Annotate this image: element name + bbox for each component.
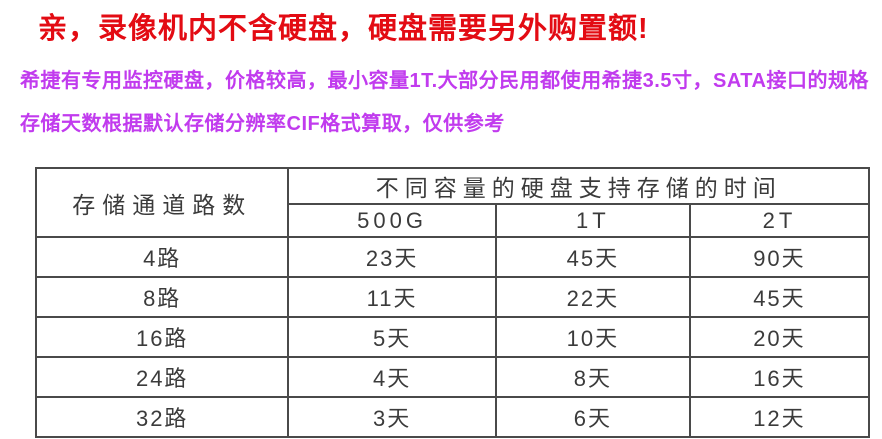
days-cell: 23天 bbox=[287, 236, 497, 278]
product-notice-page: 亲，录像机内不含硬盘，硬盘需要另外购置额! 希捷有专用监控硬盘，价格较高，最小容… bbox=[0, 10, 882, 439]
notes-block: 希捷有专用监控硬盘，价格较高，最小容量1T.大部分民用都使用希捷3.5寸，SAT… bbox=[20, 60, 882, 146]
days-cell: 3天 bbox=[287, 396, 497, 438]
days-cell: 5天 bbox=[287, 316, 497, 358]
days-cell: 4天 bbox=[287, 356, 497, 398]
channel-cell: 16路 bbox=[34, 316, 290, 358]
days-cell: 45天 bbox=[688, 276, 871, 318]
capacity-column-2t: 2T bbox=[688, 203, 871, 238]
days-cell: 6天 bbox=[494, 396, 691, 438]
days-cell: 45天 bbox=[494, 236, 691, 278]
days-cell: 8天 bbox=[494, 356, 691, 398]
days-cell: 12天 bbox=[688, 396, 871, 438]
channel-count-header-cell: 存储通道路数 bbox=[34, 167, 290, 238]
table-header-row-capacities: 500G 1T 2T bbox=[36, 203, 871, 238]
channel-cell: 32路 bbox=[34, 396, 290, 438]
page-title: 亲，录像机内不含硬盘，硬盘需要另外购置额! bbox=[38, 13, 649, 45]
channel-cell: 24路 bbox=[34, 356, 290, 398]
days-cell: 20天 bbox=[688, 316, 871, 358]
storage-duration-table: 存储通道路数 不同容量的硬盘支持存储的时间 500G 1T 2T 4路 23天 … bbox=[34, 167, 871, 438]
capacity-title-header-cell: 不同容量的硬盘支持存储的时间 bbox=[287, 167, 870, 205]
table-row: 16路 5天 10天 20天 bbox=[34, 316, 871, 358]
table-row: 24路 4天 8天 16天 bbox=[34, 356, 871, 398]
channel-cell: 8路 bbox=[34, 276, 290, 318]
note-line-seagate: 希捷有专用监控硬盘，价格较高，最小容量1T.大部分民用都使用希捷3.5寸，SAT… bbox=[20, 70, 869, 92]
table-row: 32路 3天 6天 12天 bbox=[34, 396, 871, 438]
channel-cell: 4路 bbox=[34, 236, 290, 278]
days-cell: 10天 bbox=[494, 316, 691, 358]
days-cell: 90天 bbox=[688, 236, 871, 278]
table-header-row-top: 存储通道路数 不同容量的硬盘支持存储的时间 bbox=[34, 167, 870, 238]
table-row: 8路 11天 22天 45天 bbox=[34, 276, 871, 318]
days-cell: 11天 bbox=[287, 276, 497, 318]
table-row: 4路 23天 45天 90天 bbox=[34, 236, 871, 278]
note-line-cif: 存储天数根据默认存储分辨率CIF格式算取，仅供参考 bbox=[20, 113, 505, 135]
capacity-column-500g: 500G bbox=[287, 203, 497, 238]
capacity-column-1t: 1T bbox=[494, 203, 691, 238]
days-cell: 22天 bbox=[494, 276, 691, 318]
days-cell: 16天 bbox=[688, 356, 871, 398]
